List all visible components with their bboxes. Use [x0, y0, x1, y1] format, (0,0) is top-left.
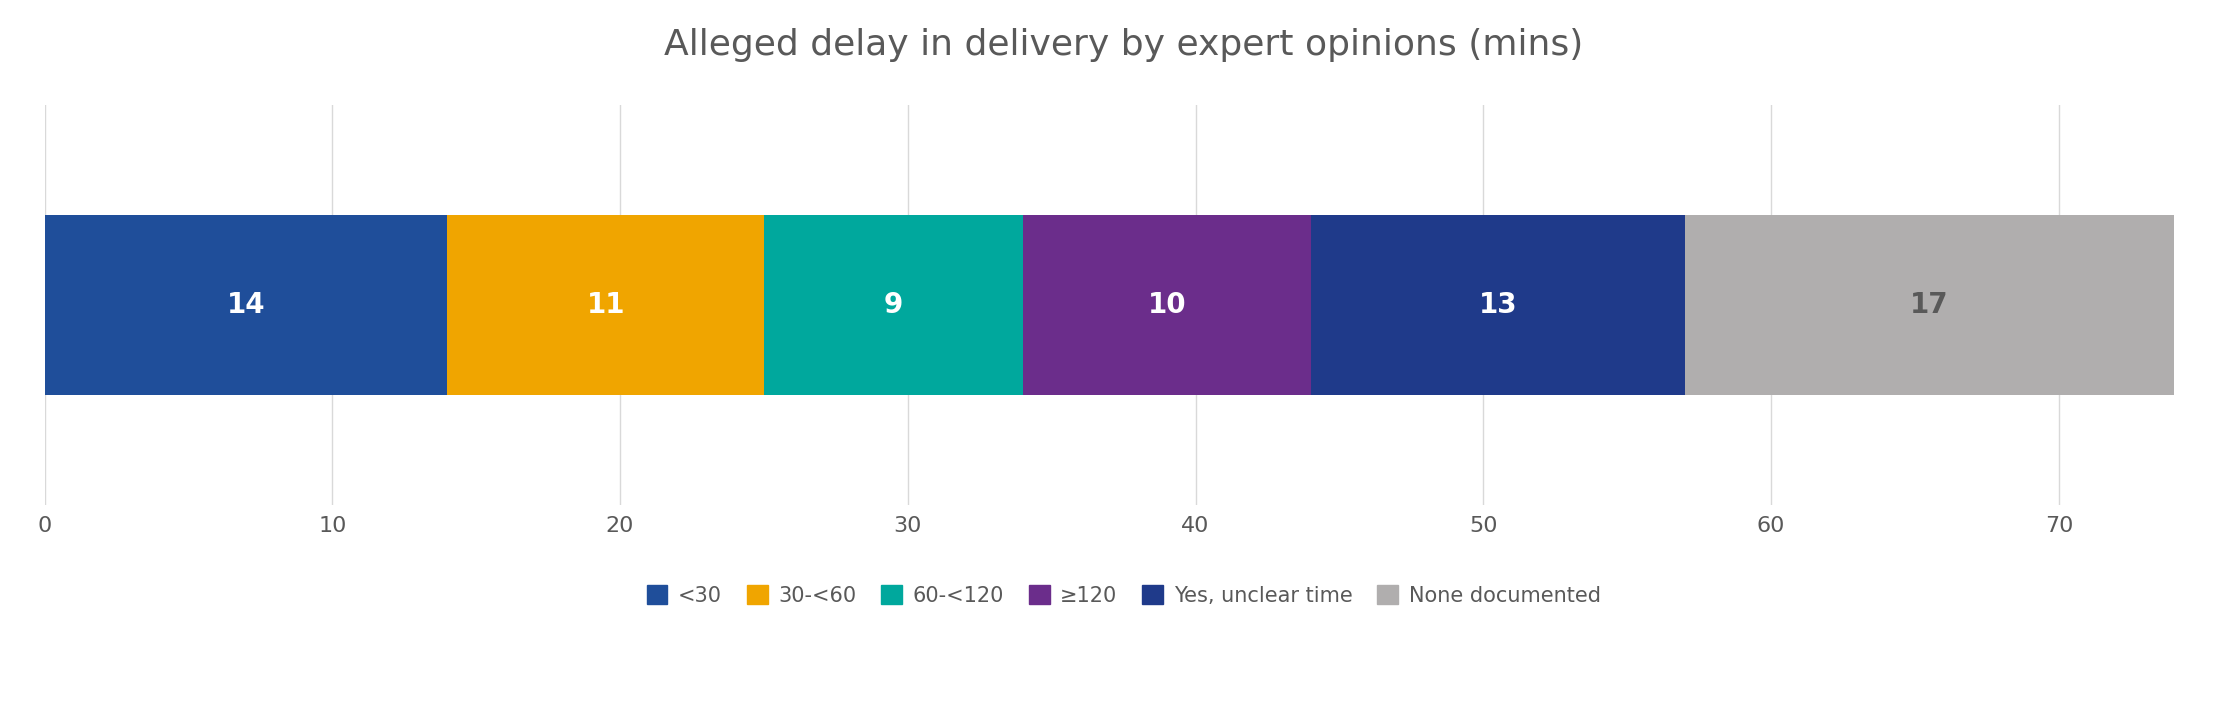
Bar — [447, 215, 763, 395]
Text: 9: 9 — [883, 291, 903, 319]
Text: 14: 14 — [227, 291, 265, 319]
Legend: <30, 30-<60, 60-<120, ≥120, Yes, unclear time, None documented: <30, 30-<60, 60-<120, ≥120, Yes, unclear… — [639, 577, 1609, 614]
Title: Alleged delay in delivery by expert opinions (mins): Alleged delay in delivery by expert opin… — [663, 28, 1584, 62]
Text: 17: 17 — [1909, 291, 1949, 319]
Text: 11: 11 — [587, 291, 625, 319]
Bar — [1311, 215, 1684, 395]
Bar — [44, 215, 447, 395]
Text: 10: 10 — [1148, 291, 1186, 319]
Bar — [763, 215, 1024, 395]
Bar — [1684, 215, 2174, 395]
Bar — [1024, 215, 1311, 395]
Text: 13: 13 — [1477, 291, 1517, 319]
